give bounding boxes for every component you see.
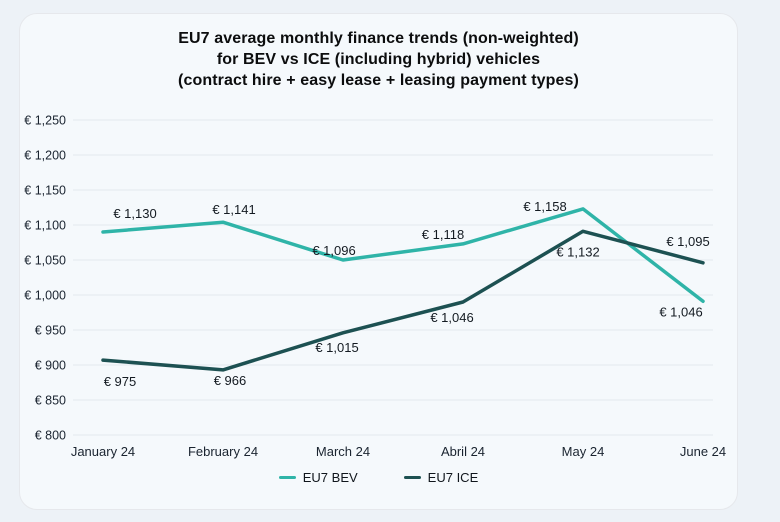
y-axis-tick-label: € 1,000 (24, 289, 66, 303)
legend-label-bev: EU7 BEV (302, 470, 358, 485)
x-axis-tick-label: March 24 (316, 444, 370, 459)
data-point-label: € 1,118 (422, 227, 464, 242)
data-point-label: € 1,095 (666, 234, 709, 249)
data-point-label: € 1,132 (556, 244, 599, 259)
series-line-eu7-bev (101, 207, 705, 304)
data-point-label: € 1,096 (312, 243, 355, 258)
bev-line-swatch-icon (278, 475, 296, 480)
chart-legend: EU7 BEV EU7 ICE (20, 470, 737, 485)
data-point-label: € 1,046 (430, 310, 473, 325)
data-point-label: € 975 (104, 374, 137, 389)
y-axis-tick-label: € 1,150 (24, 184, 66, 198)
data-point-label: € 1,046 (659, 304, 702, 319)
chart-title-line-2: for BEV vs ICE (including hybrid) vehicl… (216, 51, 541, 68)
y-axis-tick-label: € 900 (35, 359, 66, 373)
x-axis-tick-label: Abril 24 (441, 444, 485, 459)
data-point-label: € 1,141 (212, 202, 255, 217)
chart-card: EU7 average monthly finance trends (non-… (19, 13, 738, 510)
x-axis-tick-label: February 24 (188, 444, 258, 459)
data-point-label: € 966 (214, 373, 247, 388)
y-axis-tick-label: € 1,250 (24, 114, 66, 128)
chart-title: EU7 average monthly finance trends (non-… (20, 28, 737, 91)
legend-item-ice[interactable]: EU7 ICE (403, 470, 479, 485)
series-line-eu7-ice (101, 229, 705, 372)
legend-item-bev[interactable]: EU7 BEV (278, 470, 358, 485)
x-axis-tick-label: May 24 (562, 444, 605, 459)
x-axis-tick-label: June 24 (680, 444, 726, 459)
legend-label-ice: EU7 ICE (427, 470, 479, 485)
y-axis-tick-label: € 1,100 (24, 219, 66, 233)
x-axis-tick-label: January 24 (71, 444, 135, 459)
y-axis-tick-label: € 800 (35, 429, 66, 443)
ice-line-swatch-icon (403, 475, 421, 480)
chart-title-line-3: (contract hire + easy lease + leasing pa… (178, 72, 579, 89)
data-point-label: € 1,015 (315, 340, 358, 355)
y-axis-tick-label: € 950 (35, 324, 66, 338)
y-axis-tick-label: € 1,050 (24, 254, 66, 268)
data-point-label: € 1,130 (113, 206, 156, 221)
y-axis-tick-label: € 1,200 (24, 149, 66, 163)
chart-title-line-1: EU7 average monthly finance trends (non-… (178, 30, 579, 47)
data-point-label: € 1,158 (523, 199, 566, 214)
y-axis-tick-label: € 850 (35, 394, 66, 408)
